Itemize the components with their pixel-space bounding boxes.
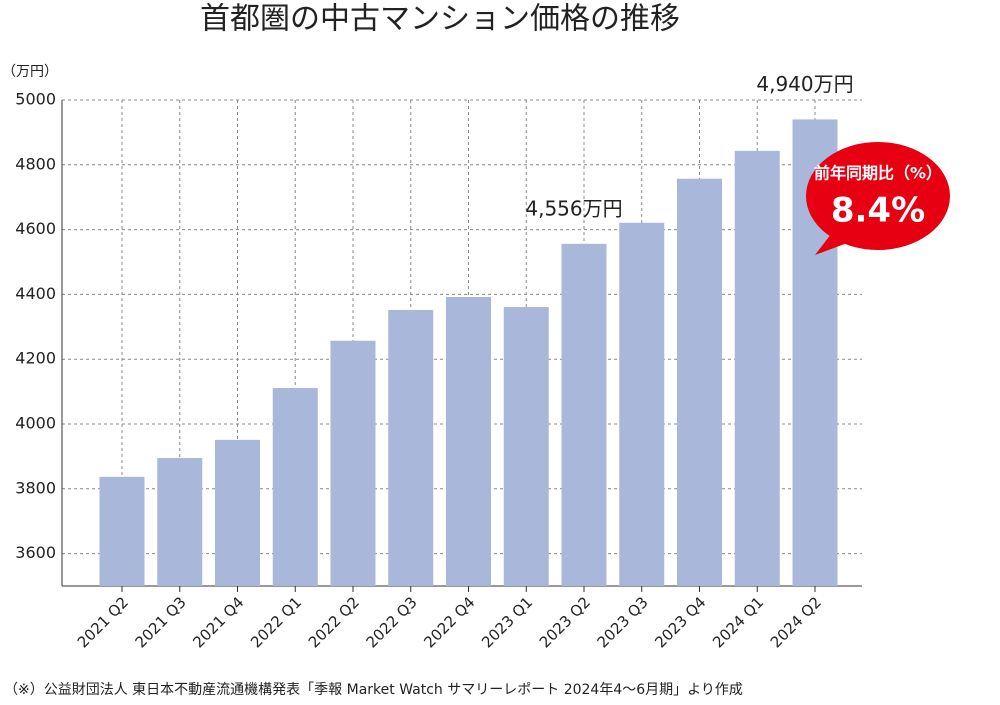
y-tick-label: 4400: [15, 284, 56, 303]
y-tick-label: 4200: [15, 349, 56, 368]
bar: [330, 340, 376, 586]
bar: [215, 439, 260, 586]
x-tick-label: 2022 Q2: [305, 593, 363, 651]
bar: [503, 307, 549, 586]
bar: [272, 388, 318, 586]
x-tick-label: 2023 Q2: [536, 593, 594, 651]
y-tick-label: 4600: [15, 219, 56, 238]
x-tick-label: 2023 Q1: [478, 593, 536, 651]
y-axis-label: （万円）: [2, 64, 58, 80]
y-tick-label: 3800: [15, 478, 56, 497]
callout-bubble: [806, 142, 950, 250]
bar: [388, 309, 434, 586]
y-tick-label: 4000: [15, 414, 56, 433]
bar: [446, 296, 491, 586]
chart-title: 首都圏の中古マンション価格の推移: [200, 2, 680, 37]
bar: [157, 458, 203, 586]
value-label: 4,556万円: [525, 196, 622, 220]
y-tick-label: 5000: [15, 90, 56, 109]
x-tick-label: 2021 Q3: [132, 593, 190, 651]
x-tick-label: 2023 Q3: [594, 593, 652, 651]
bar: [99, 476, 145, 586]
x-tick-label: 2024 Q2: [767, 593, 825, 651]
x-tick-label: 2022 Q3: [363, 593, 421, 651]
source-note: （※）公益財団法人 東日本不動産流通機構発表「季報 Market Watch サ…: [4, 682, 743, 698]
bar: [734, 150, 780, 587]
x-tick-label: 2021 Q2: [74, 593, 132, 651]
value-label: 4,940万円: [756, 72, 853, 96]
x-tick-label: 2024 Q1: [709, 593, 767, 651]
x-tick-label: 2022 Q1: [247, 593, 305, 651]
bar: [619, 222, 665, 586]
x-tick-label: 2021 Q4: [189, 593, 247, 651]
callout-value: 8.4%: [831, 191, 925, 231]
bar: [677, 178, 722, 586]
callout-title: 前年同期比（%）: [814, 164, 942, 183]
bar: [561, 243, 607, 586]
x-tick-label: 2022 Q4: [420, 593, 478, 651]
y-tick-label: 4800: [15, 154, 56, 173]
y-tick-label: 3600: [15, 543, 56, 562]
x-tick-label: 2023 Q4: [651, 593, 709, 651]
